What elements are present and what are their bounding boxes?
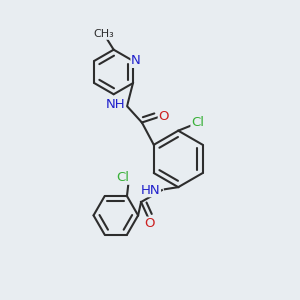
Text: O: O <box>158 110 169 123</box>
Text: HN: HN <box>141 184 160 196</box>
Text: N: N <box>131 54 141 67</box>
Text: O: O <box>145 217 155 230</box>
Text: CH₃: CH₃ <box>94 29 114 39</box>
Text: NH: NH <box>106 98 125 111</box>
Text: Cl: Cl <box>117 171 130 184</box>
Text: Cl: Cl <box>191 116 204 129</box>
